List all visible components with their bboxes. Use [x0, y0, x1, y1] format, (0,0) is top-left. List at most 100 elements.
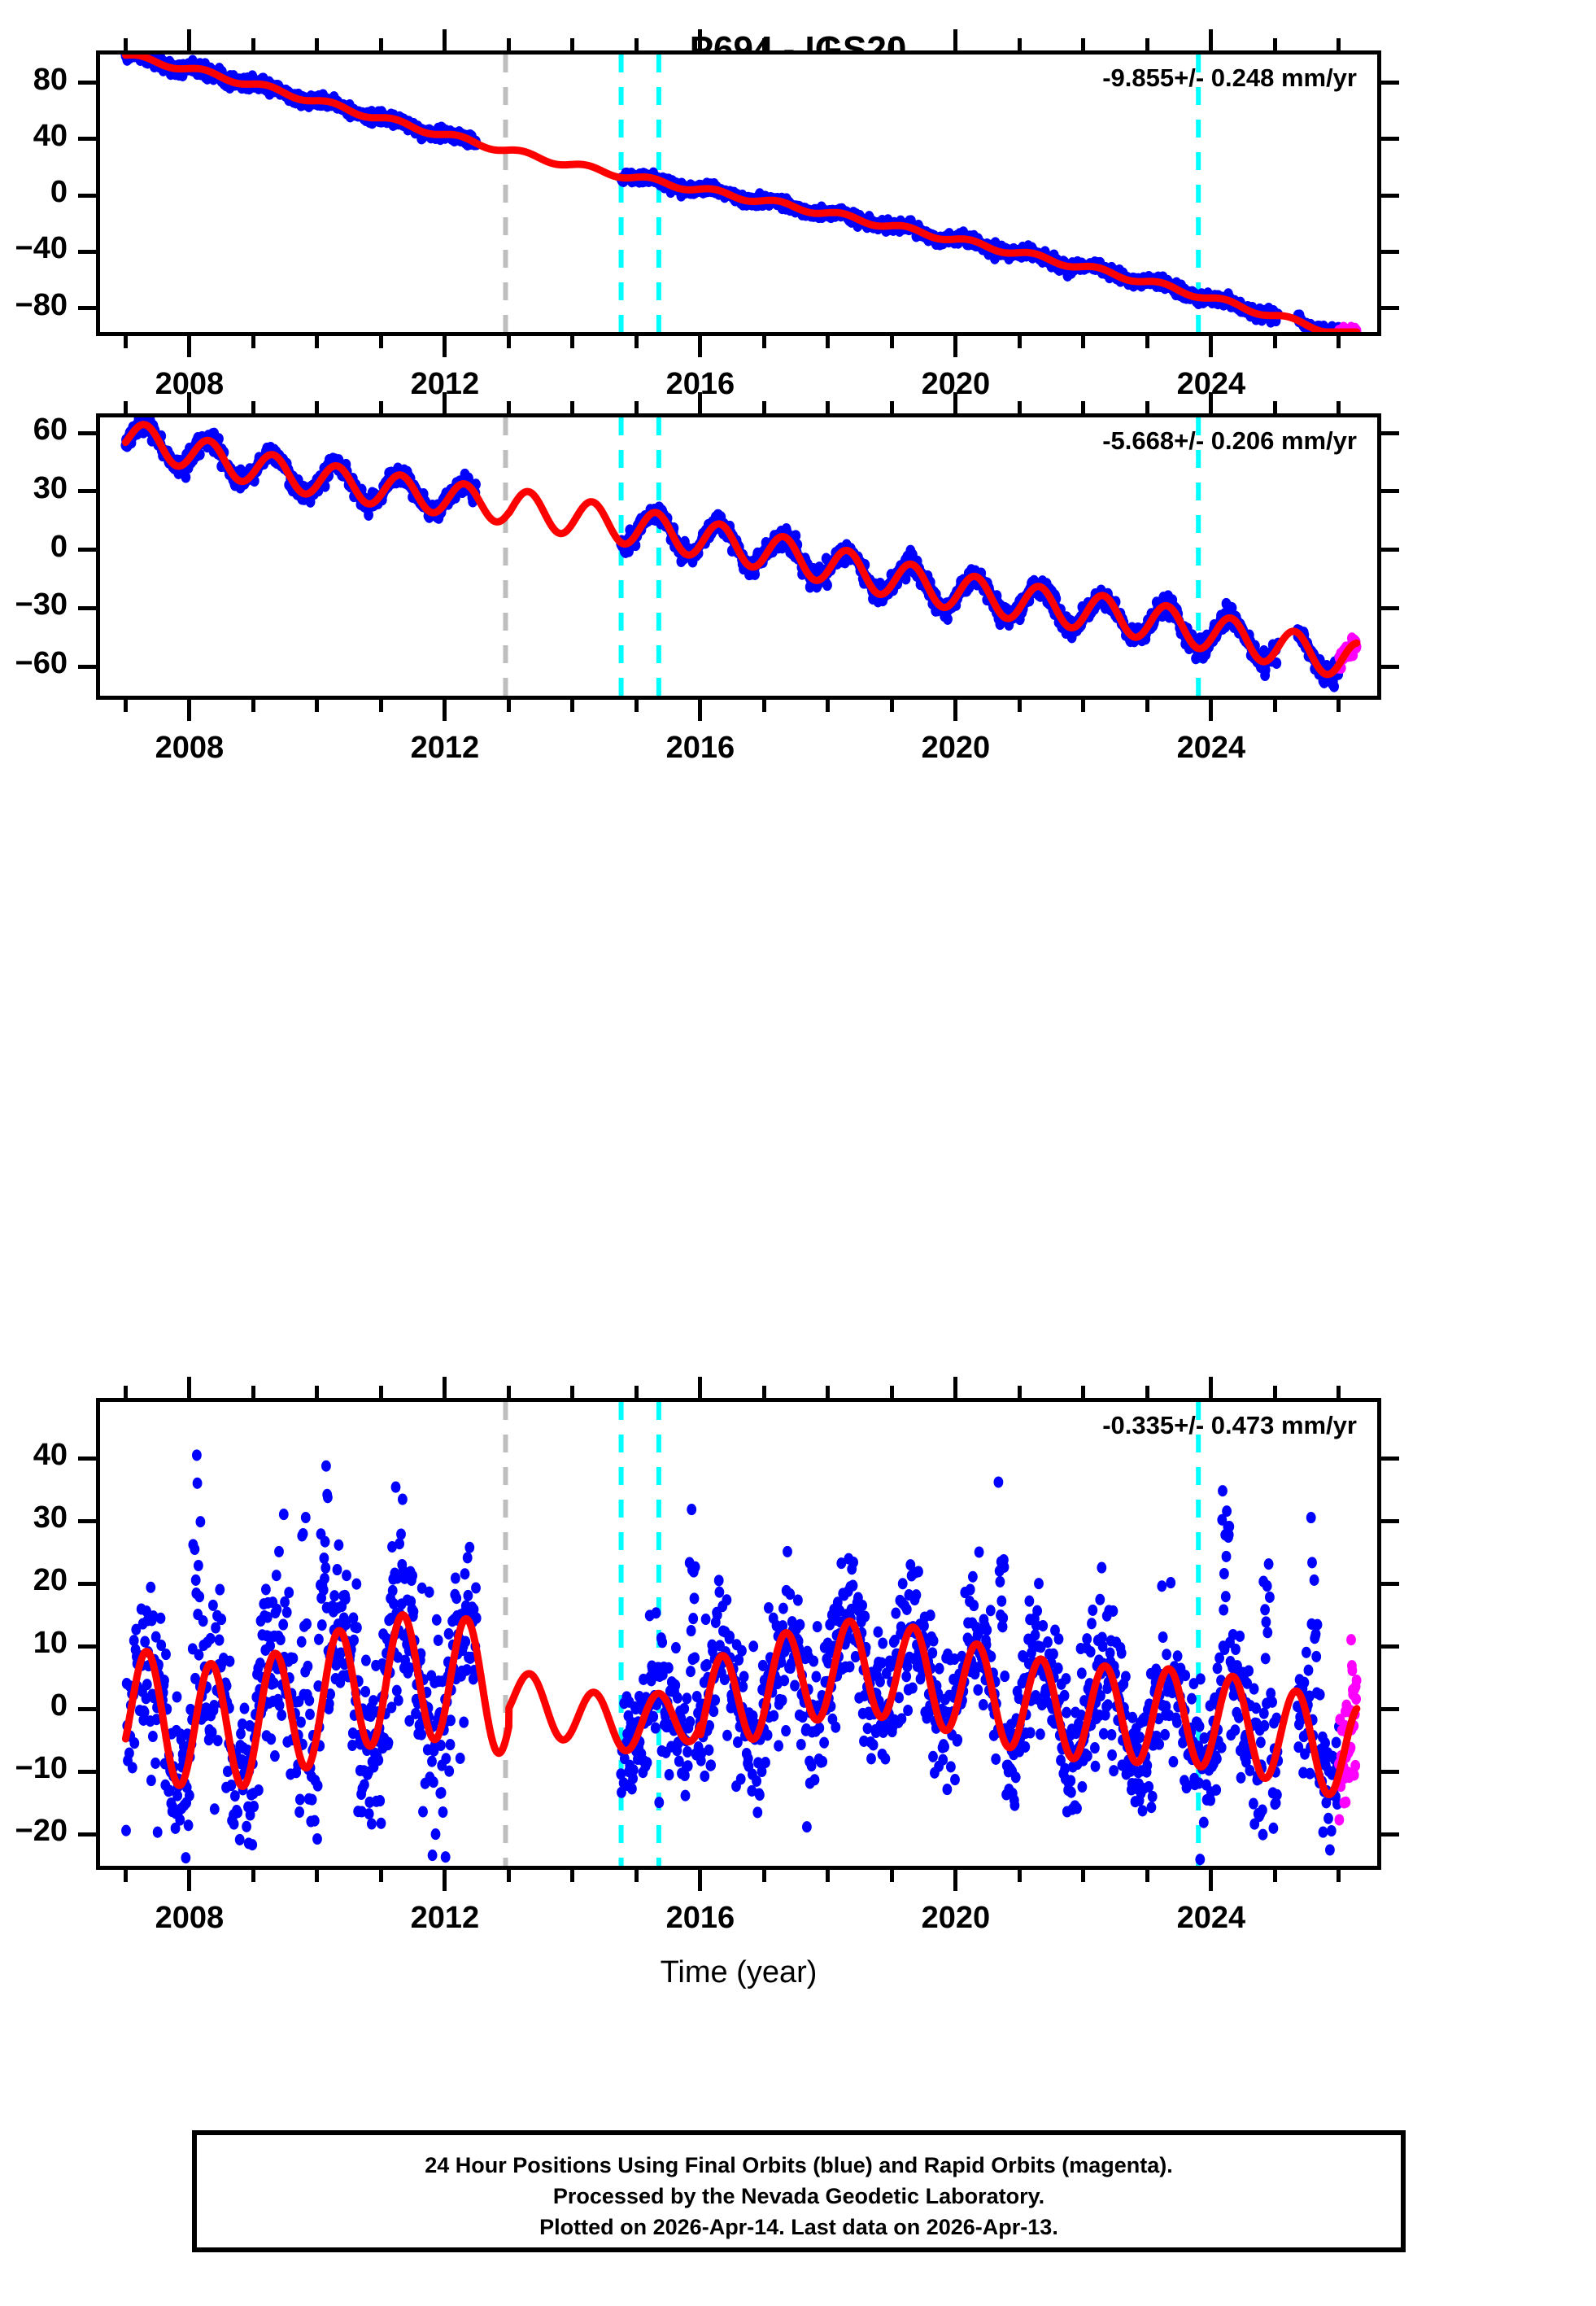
x-tick-mark-minor	[889, 38, 894, 50]
x-tick-mark-minor	[123, 336, 128, 348]
x-tick-mark-minor	[570, 1870, 575, 1882]
x-tick-mark-minor	[1081, 336, 1086, 348]
x-tick-mark-major	[953, 700, 958, 721]
x-tick-mark-minor	[378, 401, 383, 413]
x-tick-mark-minor	[251, 336, 255, 348]
x-tick-mark-minor	[315, 38, 320, 50]
x-tick-mark-minor	[378, 1386, 383, 1398]
y-tick-mark	[78, 1456, 96, 1461]
y-tick-mark	[78, 1706, 96, 1711]
x-tick-mark-major	[187, 392, 192, 413]
x-tick-mark-major	[443, 700, 447, 721]
x-tick-mark-minor	[1272, 700, 1277, 712]
y-tick-mark	[1381, 489, 1399, 494]
y-tick-label: −10	[15, 1751, 68, 1786]
x-tick-mark-minor	[378, 336, 383, 348]
y-tick-label: −40	[15, 231, 68, 266]
x-tick-mark-minor	[1337, 401, 1341, 413]
x-tick-mark-minor	[1145, 336, 1149, 348]
x-tick-mark-minor	[251, 38, 255, 50]
x-tick-label: 2024	[1176, 731, 1246, 765]
data-points-final-orbits	[121, 1449, 1344, 1866]
y-tick-mark	[78, 1769, 96, 1774]
x-tick-mark-minor	[315, 700, 320, 712]
x-tick-mark-major	[443, 29, 447, 50]
x-tick-mark-minor	[251, 700, 255, 712]
x-tick-mark-major	[443, 392, 447, 413]
x-tick-mark-minor	[1337, 336, 1341, 348]
y-tick-mark	[1381, 1581, 1399, 1586]
x-tick-mark-minor	[761, 1386, 766, 1398]
x-tick-mark-minor	[889, 336, 894, 348]
y-tick-mark	[1381, 1832, 1399, 1837]
y-tick-mark	[78, 81, 96, 85]
x-tick-mark-minor	[1337, 700, 1341, 712]
y-tick-mark	[78, 306, 96, 311]
x-tick-mark-minor	[1145, 38, 1149, 50]
footer-caption-text: 24 Hour Positions Using Final Orbits (bl…	[197, 2150, 1401, 2243]
x-tick-mark-major	[1209, 1870, 1214, 1891]
model-fit-line	[121, 1611, 1361, 1798]
x-tick-mark-major	[187, 1377, 192, 1398]
x-tick-mark-minor	[570, 1386, 575, 1398]
x-tick-mark-major	[953, 1870, 958, 1891]
y-tick-mark	[1381, 1769, 1399, 1774]
x-tick-mark-minor	[889, 700, 894, 712]
x-tick-mark-minor	[889, 401, 894, 413]
x-tick-mark-major	[1209, 29, 1214, 50]
x-tick-mark-major	[698, 700, 703, 721]
x-tick-mark-minor	[123, 700, 128, 712]
x-tick-mark-minor	[1017, 1870, 1022, 1882]
x-tick-mark-minor	[1081, 1386, 1086, 1398]
y-tick-mark	[1381, 430, 1399, 435]
x-tick-mark-minor	[251, 1386, 255, 1398]
y-tick-mark	[1381, 193, 1399, 198]
x-tick-mark-major	[698, 392, 703, 413]
y-tick-label: −30	[15, 587, 68, 622]
x-tick-mark-major	[698, 1377, 703, 1398]
rate-annotation-east: -9.855+/- 0.248 mm/yr	[1102, 63, 1357, 92]
x-tick-mark-minor	[315, 1386, 320, 1398]
x-tick-mark-minor	[506, 700, 511, 712]
data-points-final-orbits	[120, 417, 1344, 692]
x-tick-mark-minor	[1145, 401, 1149, 413]
y-tick-mark	[78, 193, 96, 198]
y-tick-mark	[78, 1832, 96, 1837]
x-tick-mark-minor	[761, 336, 766, 348]
y-tick-mark	[78, 1581, 96, 1586]
x-tick-mark-minor	[570, 38, 575, 50]
x-tick-mark-minor	[1145, 1386, 1149, 1398]
plot-area-up[interactable]	[96, 1398, 1381, 1870]
x-tick-mark-major	[698, 1870, 703, 1891]
x-tick-mark-minor	[123, 401, 128, 413]
x-tick-mark-minor	[826, 700, 831, 712]
y-tick-label: 0	[50, 529, 68, 564]
y-tick-mark	[78, 664, 96, 669]
y-tick-mark	[1381, 1456, 1399, 1461]
y-tick-mark	[1381, 1706, 1399, 1711]
y-tick-label: 60	[33, 413, 68, 448]
x-tick-mark-minor	[378, 700, 383, 712]
x-tick-mark-major	[187, 1870, 192, 1891]
rate-annotation-up: -0.335+/- 0.473 mm/yr	[1102, 1411, 1357, 1439]
model-fit-line	[121, 55, 1361, 332]
y-tick-mark	[1381, 137, 1399, 142]
x-tick-mark-minor	[634, 1870, 639, 1882]
x-tick-mark-major	[698, 336, 703, 357]
y-tick-mark	[1381, 249, 1399, 254]
y-tick-mark	[1381, 1518, 1399, 1523]
x-tick-mark-minor	[634, 700, 639, 712]
x-tick-mark-minor	[506, 1870, 511, 1882]
footer-line: 24 Hour Positions Using Final Orbits (bl…	[425, 2153, 1173, 2177]
x-tick-mark-minor	[506, 1386, 511, 1398]
y-tick-mark	[1381, 664, 1399, 669]
y-tick-label: 20	[33, 1563, 68, 1598]
x-tick-mark-minor	[634, 1386, 639, 1398]
x-tick-mark-major	[443, 1870, 447, 1891]
plot-area-east[interactable]	[96, 50, 1381, 336]
plot-area-north[interactable]	[96, 413, 1381, 700]
x-tick-label: 2008	[155, 1901, 225, 1935]
x-tick-mark-minor	[1272, 1870, 1277, 1882]
y-tick-label: 30	[33, 470, 68, 505]
